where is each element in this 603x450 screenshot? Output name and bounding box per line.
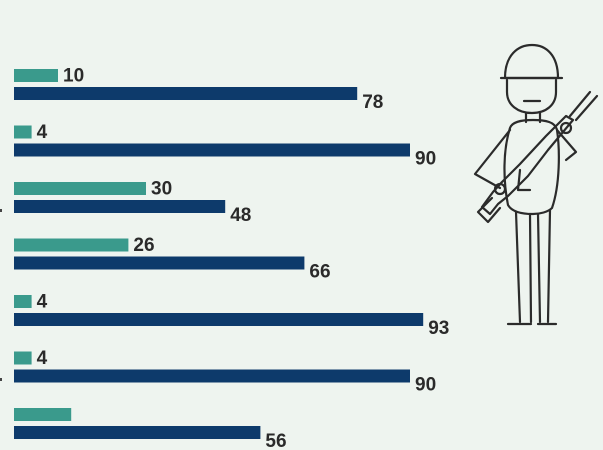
bar-s1-4: [14, 313, 424, 326]
value-label-s1-5: 90: [415, 375, 436, 396]
value-label-s1-2: 48: [230, 205, 251, 226]
bar-s0-3: [14, 238, 129, 252]
value-label-s1-4: 93: [428, 318, 449, 339]
value-label-s0-2: 30: [151, 179, 172, 200]
value-label-s0-0: 10: [63, 66, 84, 87]
value-label-s0-3: 26: [133, 235, 154, 256]
bar-s1-3: [14, 256, 305, 270]
value-label-s1-6: 56: [265, 431, 286, 450]
bar-s1-6: [14, 426, 261, 439]
value-label-s1-1: 90: [415, 149, 436, 170]
bar-s0-6: [14, 408, 72, 421]
edge-mark: [0, 378, 2, 381]
value-labels-group: 10 4 30 26 4 4 78 90 48 66 93 90 56: [37, 66, 450, 450]
value-label-s0-5: 4: [37, 348, 48, 369]
bar-s0-0: [14, 69, 58, 82]
edge-mark: [0, 209, 2, 212]
bar-s1-2: [14, 200, 226, 213]
value-label-s0-4: 4: [37, 292, 48, 313]
bar-s1-0: [14, 87, 358, 100]
bar-s0-5: [14, 351, 32, 365]
bar-s1-1: [14, 143, 410, 157]
bar-s0-2: [14, 182, 146, 195]
value-label-s1-0: 78: [362, 92, 383, 113]
soldier-with-rifle-icon: [473, 43, 599, 326]
bars-group: [14, 69, 424, 439]
bar-s0-1: [14, 125, 32, 139]
value-label-s0-1: 4: [37, 122, 48, 143]
value-label-s1-3: 66: [309, 262, 330, 283]
bar-s1-5: [14, 369, 410, 383]
bar-s0-4: [14, 295, 32, 308]
